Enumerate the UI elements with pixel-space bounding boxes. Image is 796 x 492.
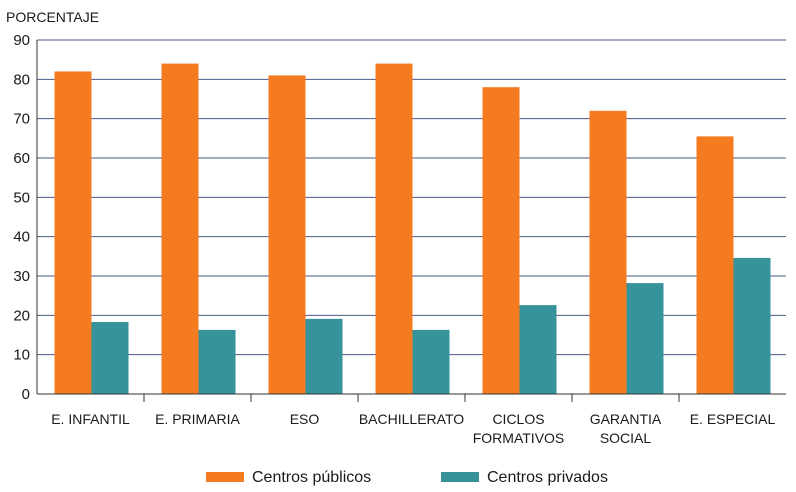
legend-swatch — [206, 472, 244, 482]
y-tick-label: 20 — [13, 307, 30, 324]
x-tick-label: E. INFANTIL — [51, 411, 130, 427]
bar-privados — [412, 329, 450, 394]
bars — [54, 63, 771, 395]
bar-publicos — [589, 110, 627, 395]
bar-publicos — [482, 87, 520, 394]
y-axis: 0 10 20 30 40 50 60 70 80 90 — [13, 32, 38, 403]
bar-privados — [626, 283, 664, 394]
bar-privados — [198, 329, 236, 394]
y-tick-label: 50 — [13, 189, 30, 206]
bar-publicos — [375, 63, 413, 394]
legend-label: Centros públicos — [252, 469, 371, 486]
x-tick-label: CICLOS FORMATIVOS — [473, 411, 565, 446]
y-axis-label: PORCENTAJE — [6, 9, 99, 25]
x-tick-label: E. ESPECIAL — [690, 411, 776, 427]
bar-publicos — [161, 63, 199, 394]
x-axis: E. INFANTIL E. PRIMARIA ESO BACHILLERATO CIC… — [37, 393, 786, 446]
y-tick-label: 0 — [22, 386, 30, 403]
y-tick-label: 30 — [13, 268, 30, 285]
y-tick-label: 10 — [13, 347, 30, 364]
bar-publicos — [268, 75, 306, 395]
bar-privados — [91, 322, 129, 394]
legend-swatch — [441, 472, 479, 482]
y-tick-label: 70 — [13, 111, 30, 128]
bar-privados — [519, 305, 557, 394]
bar-privados — [305, 318, 343, 394]
bar-publicos — [696, 136, 734, 394]
y-tick-label: 40 — [13, 229, 30, 246]
y-tick-label: 90 — [13, 32, 30, 49]
x-tick-label: E. PRIMARIA — [155, 411, 240, 427]
x-tick-label: BACHILLERATO — [359, 411, 464, 427]
x-tick-label: ESO — [290, 411, 320, 427]
y-tick-label: 60 — [13, 150, 30, 167]
y-tick-label: 80 — [13, 71, 30, 88]
legend: Centros públicos Centros privados — [206, 469, 608, 486]
legend-label: Centros privados — [487, 469, 608, 486]
bar-privados — [733, 257, 771, 394]
bar-publicos — [54, 71, 92, 394]
x-tick-label: GARANTIA SOCIAL — [590, 411, 662, 446]
